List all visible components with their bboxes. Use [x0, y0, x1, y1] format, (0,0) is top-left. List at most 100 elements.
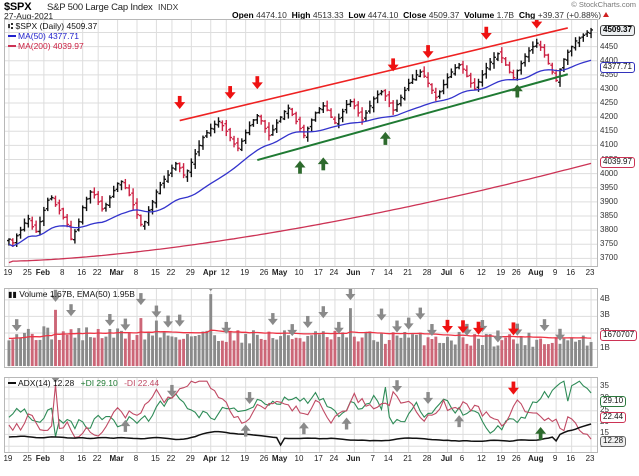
- price-tick: 4100: [600, 140, 618, 150]
- x-axis-tick: Aug: [527, 454, 544, 463]
- x-axis-tick: 8: [60, 454, 65, 463]
- legend-price: ⑆ $SPX (Daily) 4509.37: [8, 21, 98, 31]
- x-axis-tick: 16: [77, 268, 87, 277]
- adx-plot: [5, 378, 597, 452]
- x-axis-tick: 12: [476, 268, 486, 277]
- high-label: High: [291, 10, 311, 20]
- legend-price-label: $SPX (Daily) 4509.37: [15, 21, 98, 31]
- x-axis-tick: 21: [403, 268, 413, 277]
- x-axis-tick: 22: [92, 454, 102, 463]
- x-axis-tick: 29: [185, 454, 195, 463]
- x-axis-tick: 19: [3, 268, 13, 277]
- x-axis-tick: 12: [476, 454, 486, 463]
- x-axis-tick: May: [271, 268, 288, 277]
- adx-tick: 35: [600, 381, 609, 391]
- ma200-flag: 4039.97: [600, 157, 635, 169]
- legend-ma50-label: MA(50) 4377.71: [18, 31, 79, 41]
- close-value: 4509.37: [428, 10, 460, 20]
- x-axis-tick: Feb: [35, 268, 50, 277]
- price-tick: 4150: [600, 126, 618, 136]
- x-axis-tick: 28: [422, 454, 432, 463]
- x-axis-tick: Apr: [202, 268, 217, 277]
- price-last-flag: 4509.37: [600, 24, 635, 36]
- close-label: Close: [403, 10, 427, 20]
- price-tick: 4400: [600, 55, 618, 65]
- price-tick: 3800: [600, 225, 618, 235]
- legend-mdi-label: -DI 22.44: [124, 378, 160, 388]
- x-axis-tick: 23: [585, 268, 595, 277]
- x-axis-tick: 15: [150, 454, 160, 463]
- x-axis-tick: 19: [496, 454, 506, 463]
- x-axis-tick: Apr: [202, 454, 217, 463]
- x-axis-tick: 14: [383, 268, 393, 277]
- legend-volume: ▮▮ Volume 1.67B, EMA(50) 1.95B: [8, 289, 135, 300]
- legend-ma200-label: MA(200) 4039.97: [18, 41, 84, 51]
- symbol-type: INDX: [158, 2, 179, 12]
- volume-axis: 4B3B2B1B1670707: [600, 288, 639, 368]
- x-axis-tick: Jun: [346, 268, 361, 277]
- price-tick: 4450: [600, 41, 618, 51]
- x-axis-tick: 17: [313, 454, 323, 463]
- x-axis-tick: 21: [403, 454, 413, 463]
- legend-adx-label: ADX(14) 12.28: [18, 378, 75, 388]
- x-axis-tick: Mar: [109, 268, 124, 277]
- price-panel[interactable]: ⑆ $SPX (Daily) 4509.37 MA(50) 4377.71 MA…: [4, 19, 598, 267]
- x-axis-tick: 7: [370, 268, 375, 277]
- x-axis-tick: 8: [133, 268, 139, 277]
- volume-label: Volume: [464, 10, 495, 20]
- legend-ma50: MA(50) 4377.71: [8, 32, 79, 41]
- x-axis-tick: 26: [259, 454, 269, 463]
- x-axis-tick: 8: [133, 454, 139, 463]
- price-tick: 3950: [600, 182, 618, 192]
- x-axis-tick: 19: [3, 454, 13, 463]
- x-axis-tick: 17: [313, 268, 323, 277]
- x-axis-top: 19 25 Feb 8 16 22 Mar 8 15 22 29 Apr 12 19 26 May 10 17 24…: [3, 268, 598, 279]
- price-tick: 4350: [600, 69, 618, 79]
- chart-date: 27-Aug-2021: [4, 11, 54, 21]
- x-axis-tick: 14: [383, 454, 393, 463]
- x-axis-bottom: 19 25 Feb 8 16 22 Mar 8 15 22 29 Apr 12 19 26 May 10 17 24…: [3, 454, 598, 465]
- legend-volume-label: Volume 1.67B, EMA(50) 1.95B: [19, 289, 135, 299]
- x-axis-tick: 23: [585, 454, 595, 463]
- price-tick: 4200: [600, 112, 618, 122]
- x-axis-tick: May: [271, 454, 288, 463]
- price-tick: 4000: [600, 168, 618, 178]
- x-axis-tick: Aug: [527, 268, 544, 277]
- x-axis-tick: 19: [240, 454, 250, 463]
- legend-adx: ADX(14) 12.28 +DI 29.10 -DI 22.44: [8, 379, 159, 388]
- volume-panel[interactable]: ▮▮ Volume 1.67B, EMA(50) 1.95B: [4, 288, 598, 368]
- x-axis-tick: 19: [496, 268, 506, 277]
- high-value: 4513.33: [312, 10, 344, 20]
- price-tick: 4300: [600, 83, 618, 93]
- x-axis-tick: 15: [150, 268, 160, 277]
- adx-tick: 25: [600, 404, 609, 414]
- price-tick: 3850: [600, 211, 618, 220]
- x-axis-tick: 12: [220, 268, 230, 277]
- open-value: 4474.10: [256, 10, 287, 20]
- x-axis-tick: 25: [22, 454, 32, 463]
- x-axis-tick: 22: [166, 454, 176, 463]
- x-axis-tick: 26: [511, 454, 521, 463]
- x-axis-tick: 7: [370, 454, 375, 463]
- x-axis-tick: 8: [60, 268, 65, 277]
- x-axis-tick: 29: [185, 268, 195, 277]
- symbol-ticker: $SPX: [4, 1, 32, 13]
- x-axis-tick: 24: [329, 454, 339, 463]
- price-plot: [5, 20, 597, 266]
- x-axis-tick: Jun: [346, 454, 361, 463]
- x-axis-tick: 26: [259, 268, 269, 277]
- price-axis: 4500445044004350430042504200415041004050…: [600, 19, 639, 267]
- x-axis-tick: 28: [422, 268, 432, 277]
- low-label: Low: [348, 10, 366, 20]
- x-axis-tick: 25: [22, 268, 32, 277]
- adx-panel[interactable]: ADX(14) 12.28 +DI 29.10 -DI 22.44: [4, 377, 598, 453]
- legend-pdi-label: +DI 29.10: [80, 378, 118, 388]
- price-tick: 3900: [600, 196, 618, 206]
- ma50-flag: 4377.71: [600, 61, 635, 73]
- adx-flag: 12.28: [600, 435, 627, 447]
- volume-tick: 1B: [600, 343, 610, 353]
- adx-tick: 15: [600, 428, 609, 438]
- chart-header: $SPX S&P 500 Large Cap Index INDX 27-Aug…: [0, 0, 639, 21]
